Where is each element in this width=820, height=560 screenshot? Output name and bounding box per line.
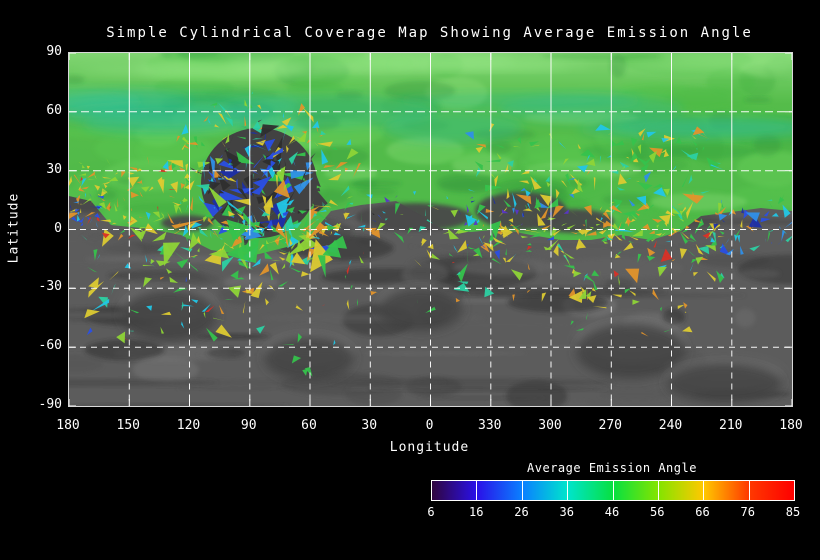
mottle-lon300 <box>464 123 724 236</box>
colorbar-segment <box>658 481 705 500</box>
y-tick-label: -30 <box>38 279 62 295</box>
x-tick-label: 180 <box>779 418 803 433</box>
left-streaks <box>69 156 195 229</box>
colorbar-tick-label: 6 <box>427 505 435 519</box>
y-tick-label: 30 <box>46 161 62 177</box>
colorbar-tick-label: 46 <box>604 505 620 519</box>
colorbar-segment <box>749 481 794 500</box>
x-tick-label: 240 <box>658 418 683 433</box>
x-tick-label: 300 <box>538 418 562 433</box>
colorbar-segment <box>522 481 569 500</box>
x-tick-label: 0 <box>425 418 434 433</box>
grid-lines <box>69 53 792 406</box>
plot-area <box>68 52 793 407</box>
y-tick-label: 90 <box>46 44 62 59</box>
coverage-map <box>69 53 792 406</box>
axis-ticks <box>69 53 792 406</box>
colorbar-segment <box>568 481 614 500</box>
colorbar-tick-label: 76 <box>740 505 755 519</box>
x-tick-label: 60 <box>301 418 317 433</box>
chart-title: Simple Cylindrical Coverage Map Showing … <box>106 25 753 41</box>
colorbar-tick-label: 85 <box>785 505 801 519</box>
x-tick-label: 150 <box>116 418 140 433</box>
colorbar-tick-label: 16 <box>469 505 484 519</box>
colorbar-tick-label: 66 <box>695 505 710 519</box>
x-tick-label: 90 <box>240 418 257 433</box>
colorbar-segment <box>704 481 750 500</box>
x-axis-title: Longitude <box>389 440 470 455</box>
y-tick-label: 60 <box>46 102 62 118</box>
south-mid-scatter <box>344 222 468 313</box>
south-west-scatter <box>80 222 338 346</box>
left-edge-blue <box>70 193 105 228</box>
colorbar-title: Average Emission Angle <box>527 461 697 475</box>
colorbar-tick-label: 36 <box>559 505 574 519</box>
x-tick-label: 180 <box>56 418 80 433</box>
colorbar-segment <box>432 481 478 500</box>
colorbar <box>431 480 795 501</box>
y-tick-label: -60 <box>38 338 62 354</box>
south-east-scatter <box>447 220 725 303</box>
x-tick-label: 30 <box>361 418 378 433</box>
x-tick-label: 210 <box>719 418 743 433</box>
x-tick-label: 330 <box>478 418 502 433</box>
colorbar-tick-label: 56 <box>650 505 665 519</box>
right-edge-cyan <box>710 194 792 256</box>
y-tick-label: -90 <box>38 397 62 412</box>
x-tick-label: 120 <box>176 418 201 433</box>
deep-south-outliers <box>291 355 313 377</box>
x-tick-label: 270 <box>598 418 622 433</box>
colorbar-segment <box>613 481 659 500</box>
y-tick-label: 0 <box>54 220 62 236</box>
colorbar-tick-label: 26 <box>514 505 529 519</box>
colorbar-segment <box>477 481 523 500</box>
